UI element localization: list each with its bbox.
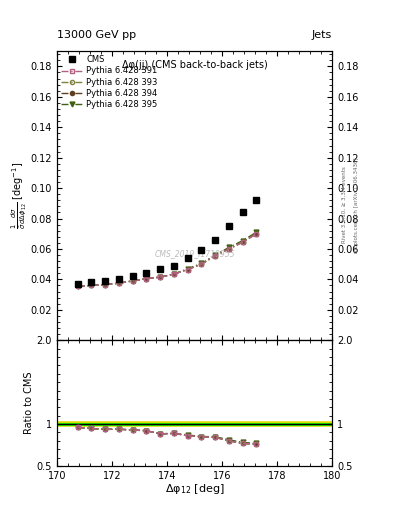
Y-axis label: $\frac{1}{\bar{\sigma}}\frac{d\sigma}{d\Delta\phi_{12}}$ [deg$^{-1}$]: $\frac{1}{\bar{\sigma}}\frac{d\sigma}{d\…: [10, 162, 29, 229]
CMS: [199, 247, 204, 253]
Pythia 6.428 391: [116, 280, 121, 286]
Pythia 6.428 395: [116, 280, 121, 286]
Pythia 6.428 395: [213, 252, 217, 258]
Pythia 6.428 394: [240, 239, 245, 245]
Pythia 6.428 391: [103, 282, 107, 288]
Pythia 6.428 395: [130, 278, 135, 284]
Pythia 6.428 393: [103, 282, 107, 288]
Pythia 6.428 394: [171, 271, 176, 277]
Pythia 6.428 395: [103, 282, 107, 288]
Pythia 6.428 391: [158, 274, 162, 280]
Pythia 6.428 393: [240, 239, 245, 245]
Y-axis label: Ratio to CMS: Ratio to CMS: [24, 372, 34, 434]
X-axis label: Δφ$_{12}$ [deg]: Δφ$_{12}$ [deg]: [165, 482, 224, 496]
Pythia 6.428 391: [144, 275, 149, 282]
CMS: [254, 197, 259, 203]
Pythia 6.428 393: [171, 271, 176, 277]
Pythia 6.428 391: [171, 271, 176, 277]
CMS: [116, 276, 121, 283]
Pythia 6.428 395: [144, 275, 149, 282]
Pythia 6.428 394: [226, 246, 231, 252]
Pythia 6.428 395: [226, 244, 231, 250]
CMS: [171, 263, 176, 269]
Line: CMS: CMS: [75, 198, 259, 287]
Pythia 6.428 391: [213, 253, 217, 259]
CMS: [226, 223, 231, 229]
Pythia 6.428 394: [213, 253, 217, 259]
Line: Pythia 6.428 393: Pythia 6.428 393: [75, 231, 259, 288]
Pythia 6.428 395: [185, 266, 190, 272]
Pythia 6.428 393: [89, 283, 94, 289]
CMS: [240, 209, 245, 216]
Pythia 6.428 394: [185, 266, 190, 272]
CMS: [158, 266, 162, 272]
Pythia 6.428 391: [75, 283, 80, 289]
Pythia 6.428 393: [226, 246, 231, 252]
CMS: [130, 273, 135, 280]
Pythia 6.428 395: [171, 271, 176, 277]
Pythia 6.428 394: [144, 275, 149, 282]
Pythia 6.428 395: [89, 283, 94, 289]
Pythia 6.428 394: [199, 261, 204, 267]
Pythia 6.428 393: [213, 253, 217, 259]
Pythia 6.428 394: [116, 280, 121, 286]
Text: Δφ(jj) (CMS back-to-back jets): Δφ(jj) (CMS back-to-back jets): [122, 60, 267, 70]
Pythia 6.428 394: [89, 283, 94, 289]
Pythia 6.428 391: [130, 278, 135, 284]
Text: CMS_2019_I1719955: CMS_2019_I1719955: [154, 249, 235, 258]
Pythia 6.428 395: [199, 260, 204, 266]
Pythia 6.428 393: [144, 275, 149, 282]
CMS: [75, 281, 80, 287]
Pythia 6.428 394: [103, 282, 107, 288]
Pythia 6.428 395: [240, 238, 245, 244]
Line: Pythia 6.428 395: Pythia 6.428 395: [75, 230, 259, 289]
CMS: [185, 255, 190, 261]
Pythia 6.428 394: [158, 274, 162, 280]
Line: Pythia 6.428 394: Pythia 6.428 394: [75, 231, 259, 288]
Pythia 6.428 391: [199, 261, 204, 267]
Pythia 6.428 395: [254, 229, 259, 236]
Pythia 6.428 391: [89, 283, 94, 289]
Pythia 6.428 391: [226, 246, 231, 252]
Pythia 6.428 391: [185, 266, 190, 272]
Text: 13000 GeV pp: 13000 GeV pp: [57, 30, 136, 40]
Line: Pythia 6.428 391: Pythia 6.428 391: [75, 231, 259, 288]
Text: Rivet 3.1.10, ≥ 3.3M events: Rivet 3.1.10, ≥ 3.3M events: [342, 166, 347, 243]
Pythia 6.428 394: [254, 231, 259, 237]
Pythia 6.428 393: [158, 274, 162, 280]
Pythia 6.428 393: [254, 231, 259, 237]
Pythia 6.428 394: [75, 283, 80, 289]
CMS: [144, 270, 149, 276]
Pythia 6.428 391: [240, 239, 245, 245]
Pythia 6.428 393: [75, 283, 80, 289]
CMS: [213, 237, 217, 243]
Pythia 6.428 393: [130, 278, 135, 284]
Pythia 6.428 393: [199, 261, 204, 267]
Text: Jets: Jets: [312, 30, 332, 40]
CMS: [103, 278, 107, 284]
Pythia 6.428 395: [158, 274, 162, 280]
Pythia 6.428 394: [130, 278, 135, 284]
Pythia 6.428 391: [254, 231, 259, 237]
CMS: [89, 280, 94, 286]
Text: mcplots.cern.ch [arXiv:1306.3436]: mcplots.cern.ch [arXiv:1306.3436]: [354, 157, 359, 252]
Pythia 6.428 393: [116, 280, 121, 286]
Legend: CMS, Pythia 6.428 391, Pythia 6.428 393, Pythia 6.428 394, Pythia 6.428 395: CMS, Pythia 6.428 391, Pythia 6.428 393,…: [59, 54, 159, 111]
Pythia 6.428 395: [75, 283, 80, 289]
Pythia 6.428 393: [185, 266, 190, 272]
